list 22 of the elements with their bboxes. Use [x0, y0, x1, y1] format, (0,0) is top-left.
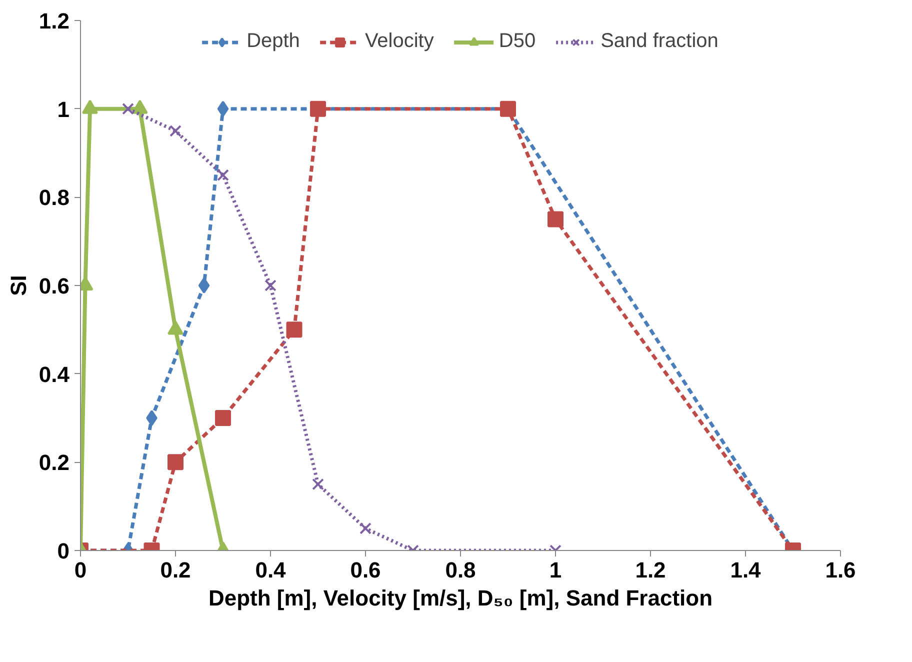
x-tick-label: 1.2	[635, 558, 666, 582]
legend-label: Sand fraction	[600, 30, 718, 53]
y-tick-label: 0.4	[38, 362, 70, 387]
y-tick-label: 0.6	[38, 274, 70, 298]
x-tick-label: 1	[549, 558, 562, 582]
legend-label: Depth	[246, 30, 300, 53]
x-tick-label: 1.4	[730, 558, 762, 582]
y-tick-label: 1	[57, 96, 70, 122]
x-tick-label: 0.6	[350, 558, 381, 582]
x-tick-label: 1.6	[825, 558, 856, 582]
x-tick-label: 0.4	[255, 558, 287, 582]
y-tick-label: 0.8	[38, 185, 70, 210]
x-tick-label: 0	[74, 558, 87, 582]
y-tick-label: 0	[57, 538, 70, 564]
x-tick-label: 0.2	[160, 558, 191, 582]
x-tick-label: 0.8	[445, 558, 476, 582]
x-axis-title: Depth [m], Velocity [m/s], D₅₀ [m], Sand Fraction	[208, 586, 713, 610]
legend-label: Velocity	[364, 30, 434, 53]
y-tick-label: 1.2	[38, 8, 70, 34]
y-tick-label: 0.2	[38, 450, 70, 476]
legend-label: D50	[498, 30, 536, 53]
y-axis-title: SI	[6, 275, 31, 296]
